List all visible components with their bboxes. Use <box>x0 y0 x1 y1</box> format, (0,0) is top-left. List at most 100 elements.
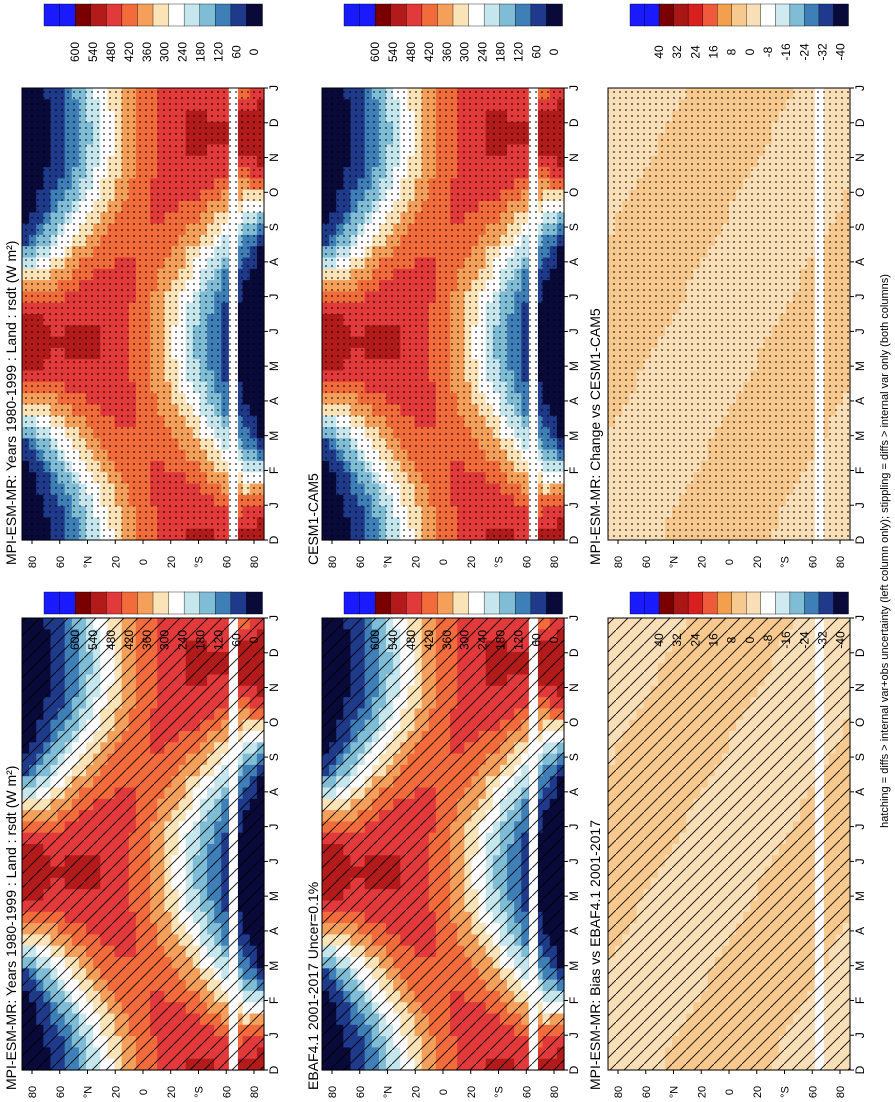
colorbar-swatch <box>359 591 376 615</box>
colorbar-tick-label: 360 <box>440 630 454 650</box>
month-tick-label: J <box>267 824 281 830</box>
colorbar-swatch <box>152 591 170 615</box>
month-tick-label: J <box>567 858 581 864</box>
month-tick-label: N <box>267 683 281 692</box>
colorbar-tick-label: 540 <box>86 630 100 650</box>
colorbar-swatch <box>168 591 185 615</box>
colorbar-tick-label: 180 <box>493 630 507 650</box>
colorbar-tick-label: 24 <box>688 633 702 647</box>
latitude-tick-label: 20 <box>696 1086 708 1098</box>
colorbar-tick-label: -24 <box>797 631 811 649</box>
colorbar-swatch <box>789 591 806 615</box>
month-tick-label: J <box>267 1032 281 1038</box>
colorbar-swatch <box>215 591 232 615</box>
month-tick-label: M <box>567 891 581 901</box>
colorbar-swatch <box>437 591 454 615</box>
month-tick-label: F <box>853 997 867 1004</box>
colorbar-swatch <box>246 591 263 615</box>
colorbar-swatch <box>499 591 516 615</box>
latitude-tick-label: 80 <box>249 1086 261 1098</box>
month-tick-label: A <box>267 788 281 796</box>
colorbar-swatch <box>687 591 704 615</box>
colorbar-swatch <box>199 591 216 615</box>
latitude-tick-label: 20 <box>466 1086 478 1098</box>
colorbar-swatch <box>121 591 139 615</box>
colorbar-tick-label: 16 <box>707 633 721 647</box>
colorbar-tick-label: -16 <box>779 631 793 649</box>
month-tick-label: O <box>853 718 867 727</box>
month-tick-label: D <box>853 648 867 657</box>
colorbar-swatch <box>468 591 485 615</box>
month-tick-label: J <box>567 615 581 621</box>
figure-caption: hatching = diffs > internal var+obs unce… <box>879 274 891 828</box>
colorbar-swatch <box>483 591 501 615</box>
latitude-tick-label: °S <box>780 1086 792 1098</box>
colorbar-swatch <box>230 591 248 615</box>
colorbar-swatch <box>137 591 154 615</box>
latitude-tick-label: 0 <box>138 1089 150 1095</box>
month-tick-label: S <box>853 753 867 761</box>
colorbar-tick-label: 300 <box>158 630 172 650</box>
latitude-tick-label: 20 <box>166 1086 178 1098</box>
latitude-tick-label: 60 <box>55 1086 67 1098</box>
hatching-overlay <box>322 618 564 1070</box>
colorbar-swatch <box>421 591 439 615</box>
month-tick-label: A <box>567 788 581 796</box>
colorbar-tick-label: 480 <box>104 630 118 650</box>
latitude-tick-label: 60 <box>355 1086 367 1098</box>
colorbar-tick-label: 540 <box>386 630 400 650</box>
colorbar-swatch <box>818 591 835 615</box>
colorbar-tick-label: 360 <box>140 630 154 650</box>
latitude-tick-label: 20 <box>410 1086 422 1098</box>
month-tick-label: N <box>853 683 867 692</box>
colorbar-swatch <box>546 591 563 615</box>
colorbar-tick-label: 420 <box>122 630 136 650</box>
colorbar-swatch <box>59 591 76 615</box>
colorbar-swatch <box>406 591 423 615</box>
colorbar-tick-label: 480 <box>404 630 418 650</box>
latitude-tick-label: 80 <box>613 1086 625 1098</box>
colorbar-swatch <box>833 591 849 615</box>
month-tick-label: J <box>567 824 581 830</box>
colorbar-swatch <box>515 591 532 615</box>
month-tick-label: D <box>567 1065 581 1074</box>
month-tick-label: S <box>267 753 281 761</box>
colorbar-tick-label: 8 <box>725 636 739 643</box>
colorbar-tick-label: 0 <box>247 636 261 643</box>
month-tick-label: J <box>567 1032 581 1038</box>
latitude-tick-label: 80 <box>327 1086 339 1098</box>
colorbar-tick-label: -40 <box>834 631 848 649</box>
month-tick-label: M <box>853 891 867 901</box>
latitude-tick-label: 0 <box>438 1089 450 1095</box>
month-tick-label: D <box>853 1065 867 1074</box>
colorbar-swatch <box>717 591 733 615</box>
colorbar-tick-label: 0 <box>743 636 757 643</box>
month-tick-label: O <box>267 718 281 727</box>
month-tick-label: M <box>853 961 867 971</box>
colorbar-tick-label: 32 <box>670 633 684 647</box>
colorbar-tick-label: 600 <box>368 630 382 650</box>
colorbar-swatch <box>74 591 92 615</box>
month-tick-label: F <box>267 997 281 1004</box>
colorbar-tick-label: 240 <box>476 630 490 650</box>
colorbar-swatch <box>530 591 548 615</box>
colorbar-tick-label: 60 <box>229 633 243 647</box>
colorbar-tick-label: 420 <box>422 630 436 650</box>
colorbar-tick-label: 60 <box>529 633 543 647</box>
colorbar-tick-label: 120 <box>211 630 225 650</box>
latitude-tick-label: °N <box>383 1086 395 1098</box>
colorbar-swatch <box>746 591 762 615</box>
colorbar-tick-label: 40 <box>652 633 666 647</box>
latitude-tick-label: 20 <box>110 1086 122 1098</box>
month-tick-label: J <box>853 615 867 621</box>
colorbar-tick-label: 180 <box>193 630 207 650</box>
month-tick-label: D <box>567 648 581 657</box>
colorbar-swatch <box>629 591 646 615</box>
month-tick-label: M <box>267 961 281 971</box>
colorbar-swatch <box>183 591 201 615</box>
